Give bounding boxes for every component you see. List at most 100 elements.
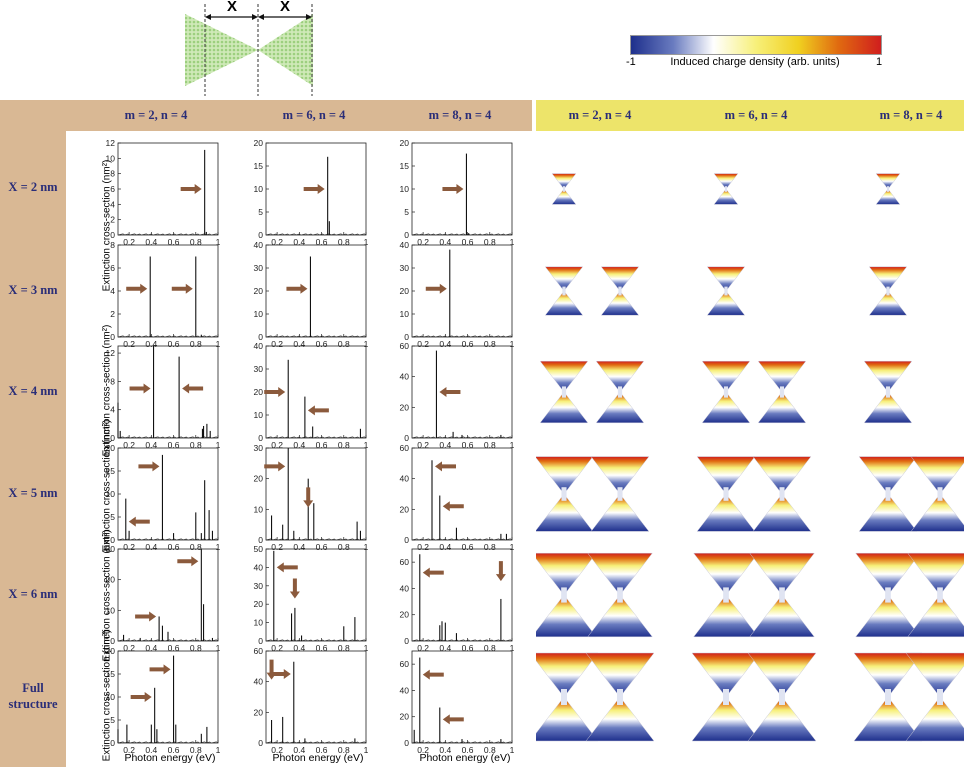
spectrum-baseline [411, 538, 513, 541]
x-tick-label: 0.4 [145, 339, 157, 349]
x-tick-label: 0.2 [271, 643, 283, 653]
spectrum-baseline [411, 335, 513, 338]
charge-map-junction [779, 386, 785, 398]
charge-map-r1-c4 [868, 266, 908, 316]
x-tick-label: 0.6 [462, 643, 474, 653]
y-tick-label: 0 [258, 433, 263, 443]
x-tick-label: 0.2 [123, 643, 135, 653]
plot-frame [117, 345, 219, 439]
x-tick-label: 1 [364, 643, 369, 653]
charge-map-lower-triangle [544, 290, 584, 316]
spectrum-baseline [265, 639, 367, 642]
header-col-1: m = 2, n = 4 [124, 108, 188, 122]
spectrum-baseline [411, 639, 513, 642]
x-tick-label: 0.4 [439, 643, 451, 653]
x-tick-label: 0.8 [338, 339, 350, 349]
peak-arrow-right [180, 184, 202, 194]
y-tick-label: 15 [254, 161, 264, 171]
charge-map-upper-triangle [747, 652, 817, 698]
x-tick-label: 0.8 [338, 237, 350, 247]
charge-map-upper-triangle [713, 173, 739, 190]
x-tick-label: 0.4 [145, 643, 157, 653]
charge-map-upper-triangle [551, 173, 577, 190]
charge-map-r3-c2 [696, 456, 756, 532]
spectrum-baseline [117, 436, 219, 439]
y-tick-label: 0 [258, 230, 263, 240]
y-tick-label: 60 [254, 646, 264, 656]
y-tick-label: 60 [400, 443, 410, 453]
plot-frame [265, 548, 367, 642]
peak-arrow-left [422, 567, 444, 578]
charge-map-upper-triangle [701, 360, 751, 393]
charge-map-r4-c1 [587, 552, 653, 638]
y-tick-label: 6 [110, 263, 115, 273]
charge-map-lower-triangle [853, 696, 923, 742]
x-tick-label: 0.8 [484, 745, 496, 755]
x-tick-label: 0.4 [293, 237, 305, 247]
peak-arrow-left [442, 501, 464, 512]
spectrum-panel-r0-c0: 0 2 4 6 8 10 12 0.2 0.4 0.6 0.8 1 [106, 138, 221, 247]
y-tick-label: 0 [258, 332, 263, 342]
spectrum-panel-r0-c1: 0 5 10 15 20 0.2 0.4 0.6 0.8 1 [254, 138, 369, 247]
charge-map-r0-c2 [713, 173, 739, 205]
charge-map-junction [723, 487, 729, 501]
x-tick-label: 1 [510, 542, 515, 552]
charge-map-upper-triangle [691, 652, 761, 698]
charge-map-junction [779, 587, 785, 603]
charge-map-upper-triangle [706, 266, 746, 292]
peak-arrow-down [289, 578, 300, 599]
x-tick-label: 0.6 [462, 542, 474, 552]
header-map-col-2: m = 6, n = 4 [724, 108, 788, 122]
y-tick-label: 30 [106, 544, 116, 554]
spectrum-panel-r2-c1: 0 10 20 30 40 0.2 0.4 0.6 0.8 1 [254, 341, 369, 450]
y-tick-label: 10 [106, 692, 116, 702]
charge-map-upper-triangle [875, 173, 901, 190]
peak-arrow-right [130, 692, 152, 702]
y-tick-label: 40 [400, 372, 410, 382]
y-tick-label: 8 [110, 376, 115, 386]
spectrum-panel-r4-c2: 0 20 40 60 0.2 0.4 0.6 0.8 1 [400, 548, 515, 653]
y-tick-label: 10 [106, 153, 116, 163]
spectrum-panel-r3-c0: 0 5 10 15 20 0.2 0.4 0.6 0.8 1 [106, 443, 221, 552]
header-map-col-3: m = 8, n = 4 [879, 108, 943, 122]
peak-arrow-right [286, 283, 308, 294]
peak-arrow-left [128, 516, 150, 527]
x-tick-label: 0.8 [190, 440, 202, 450]
charge-map-upper-triangle [907, 552, 964, 596]
y-tick-label: 10 [254, 618, 264, 628]
peak-arrow-left [307, 405, 329, 416]
charge-map-r5-c1 [585, 652, 655, 742]
spectrum-panel-r5-c2: 0 20 40 60 0.2 0.4 0.6 0.8 1 [400, 650, 515, 755]
charge-map-junction [779, 487, 785, 501]
y-tick-label: 60 [400, 557, 410, 567]
charge-map-lower-triangle [855, 594, 921, 638]
x-tick-label: 0.2 [417, 542, 429, 552]
charge-map-junction [723, 386, 729, 398]
y-tick-label: 20 [254, 387, 264, 397]
charge-map-r2-c0 [539, 360, 589, 424]
charge-map-r4-c4 [855, 552, 921, 638]
y-tick-label: 15 [400, 161, 410, 171]
y-tick-label: 20 [400, 138, 410, 148]
charge-map-upper-triangle [536, 456, 594, 495]
y-tick-label: 60 [400, 341, 410, 351]
y-tick-label: 10 [254, 410, 264, 420]
x-tick-label: 0.2 [271, 745, 283, 755]
charge-map-upper-triangle [544, 266, 584, 292]
y-tick-label: 6 [110, 184, 115, 194]
peak-arrow-right [264, 461, 286, 472]
charge-map-upper-triangle [855, 552, 921, 596]
plot-frame [265, 650, 367, 744]
charge-map-r5-c3 [747, 652, 817, 742]
x-tick-label: 0.8 [190, 542, 202, 552]
charge-map-r3-c5 [910, 456, 964, 532]
charge-map-r4-c0 [536, 552, 597, 638]
x-tick-label: 0.4 [439, 542, 451, 552]
y-tick-label: 10 [400, 184, 410, 194]
y-tick-label: 30 [254, 364, 264, 374]
plot-frame [117, 142, 219, 236]
xlabel-col-2: Photon energy (eV) [272, 752, 364, 764]
x-tick-label: 0.8 [190, 339, 202, 349]
x-tick-label: 0.6 [168, 542, 180, 552]
